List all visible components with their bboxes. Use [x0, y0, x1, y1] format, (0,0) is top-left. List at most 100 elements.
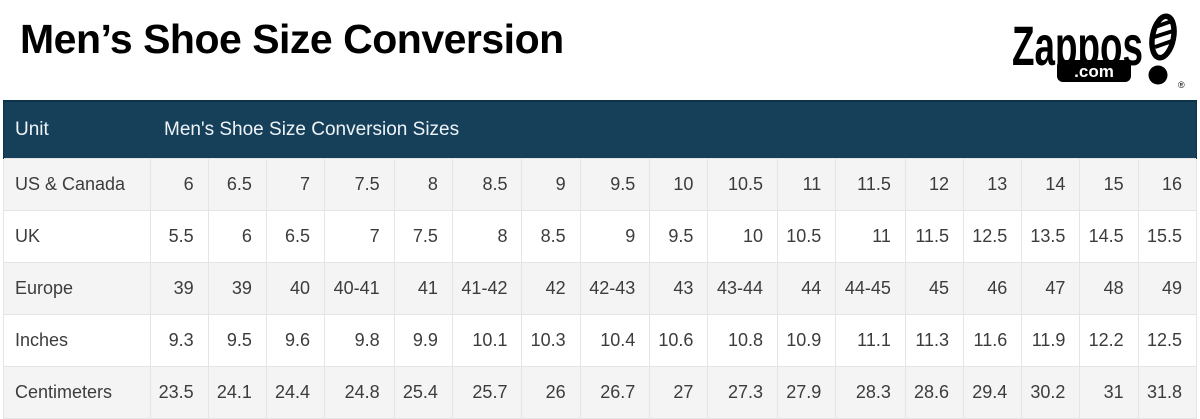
size-value-cell: 7	[265, 157, 326, 211]
size-value-cell: 39	[207, 261, 267, 315]
size-value-cell: 25.7	[451, 365, 523, 419]
size-value-cell: 14	[1021, 157, 1081, 211]
table-row: US & Canada 6 6.5 7 7.5 8 8.5 9 9.5 10 10.5 11 11.5 1…	[3, 157, 1198, 211]
size-value-cell: 11.9	[1021, 313, 1081, 367]
size-value-cell: 10	[707, 209, 779, 263]
size-value-cell: 15	[1079, 157, 1139, 211]
size-value-cell: 24.8	[324, 365, 395, 419]
size-value-cell: 46	[963, 261, 1023, 315]
size-conversion-table: Unit Men's Shoe Size Conversion Sizes US…	[3, 100, 1198, 419]
size-value-cell: 9.6	[265, 313, 326, 367]
sizes-header-cell: Men's Shoe Size Conversion Sizes	[150, 100, 1197, 158]
size-value-cell: 39	[149, 261, 209, 315]
size-value-cell: 12.5	[1137, 313, 1198, 367]
size-value-cell: 24.4	[265, 365, 326, 419]
dot-com-label: .com	[1074, 62, 1114, 81]
size-value-cell: 41-42	[451, 261, 523, 315]
size-value-cell: 11.3	[904, 313, 965, 367]
page-title: Men’s Shoe Size Conversion	[20, 16, 564, 62]
size-value-cell: 28.6	[904, 365, 965, 419]
shoeprint-exclamation-icon	[1148, 13, 1177, 85]
table-row: Europe 39 39 40 40-41 41 41-42 42 42-43 43 43-44 44…	[3, 261, 1198, 315]
dot-com-badge: .com	[1057, 60, 1131, 82]
size-value-cell: 10.8	[707, 313, 779, 367]
size-value-cell: 6.5	[265, 209, 326, 263]
size-value-cell: 27	[649, 365, 709, 419]
size-value-cell: 31.8	[1137, 365, 1198, 419]
size-value-cell: 10.9	[777, 313, 837, 367]
size-value-cell: 43	[649, 261, 709, 315]
size-value-cell: 11	[777, 157, 837, 211]
size-value-cell: 42	[521, 261, 581, 315]
row-label: US & Canada	[3, 157, 151, 211]
size-value-cell: 8	[451, 209, 523, 263]
size-value-cell: 40-41	[324, 261, 395, 315]
size-value-cell: 12.2	[1079, 313, 1139, 367]
table-row: Centimeters 23.5 24.1 24.4 24.8 25.4 25.7 26 26.…	[3, 365, 1198, 419]
size-value-cell: 48	[1079, 261, 1139, 315]
size-value-cell: 7	[324, 209, 395, 263]
row-label: Centimeters	[3, 365, 151, 419]
size-value-cell: 40	[265, 261, 326, 315]
size-value-cell: 10	[649, 157, 709, 211]
size-value-cell: 41	[393, 261, 453, 315]
size-value-cell: 9.3	[149, 313, 209, 367]
size-value-cell: 13.5	[1021, 209, 1081, 263]
size-value-cell: 6	[207, 209, 267, 263]
size-value-cell: 26	[521, 365, 581, 419]
size-value-cell: 7.5	[324, 157, 395, 211]
size-value-cell: 9	[579, 209, 651, 263]
zappos-logo: Zappos .com ®	[1010, 12, 1188, 94]
size-value-cell: 12.5	[963, 209, 1023, 263]
row-label: Europe	[3, 261, 151, 315]
registered-trademark: ®	[1178, 80, 1185, 90]
size-value-cell: 27.9	[777, 365, 837, 419]
size-value-cell: 23.5	[149, 365, 209, 419]
size-value-cell: 11.5	[835, 157, 906, 211]
size-value-cell: 9.5	[207, 313, 267, 367]
size-value-cell: 12	[904, 157, 965, 211]
size-value-cell: 45	[904, 261, 965, 315]
size-value-cell: 44-45	[835, 261, 906, 315]
size-value-cell: 47	[1021, 261, 1081, 315]
size-value-cell: 11.6	[963, 313, 1023, 367]
size-value-cell: 28.3	[835, 365, 906, 419]
size-value-cell: 24.1	[207, 365, 267, 419]
size-value-cell: 5.5	[149, 209, 209, 263]
size-value-cell: 11.5	[904, 209, 965, 263]
size-value-cell: 31	[1079, 365, 1139, 419]
size-value-cell: 9.9	[393, 313, 453, 367]
unit-header-cell: Unit	[3, 100, 150, 158]
size-value-cell: 16	[1137, 157, 1198, 211]
size-value-cell: 44	[777, 261, 837, 315]
exclamation-dot	[1148, 65, 1168, 85]
size-value-cell: 9.5	[649, 209, 709, 263]
row-label: Inches	[3, 313, 151, 367]
size-value-cell: 11	[835, 209, 906, 263]
size-value-cell: 49	[1137, 261, 1198, 315]
size-value-cell: 9	[521, 157, 581, 211]
size-value-cell: 15.5	[1137, 209, 1198, 263]
size-value-cell: 10.6	[649, 313, 709, 367]
size-value-cell: 9.8	[324, 313, 395, 367]
size-value-cell: 9.5	[579, 157, 651, 211]
row-label: UK	[3, 209, 151, 263]
size-value-cell: 10.4	[579, 313, 651, 367]
size-value-cell: 10.1	[451, 313, 523, 367]
size-value-cell: 42-43	[579, 261, 651, 315]
table-header-row: Unit Men's Shoe Size Conversion Sizes	[3, 100, 1197, 158]
size-value-cell: 6.5	[207, 157, 267, 211]
table-row: Inches 9.3 9.5 9.6 9.8 9.9 10.1 10.3 10.4 10.6 10.…	[3, 313, 1198, 367]
size-value-cell: 8.5	[451, 157, 523, 211]
table-row: UK 5.5 6 6.5 7 7.5 8 8.5 9 9.5 10 10.5 11 11.5 12.5 13.…	[3, 209, 1198, 263]
size-value-cell: 26.7	[579, 365, 651, 419]
size-value-cell: 8	[393, 157, 453, 211]
size-value-cell: 7.5	[393, 209, 453, 263]
size-value-cell: 8.5	[521, 209, 581, 263]
size-value-cell: 11.1	[835, 313, 906, 367]
size-value-cell: 10.5	[707, 157, 779, 211]
size-value-cell: 27.3	[707, 365, 779, 419]
size-value-cell: 29.4	[963, 365, 1023, 419]
size-value-cell: 10.3	[521, 313, 581, 367]
